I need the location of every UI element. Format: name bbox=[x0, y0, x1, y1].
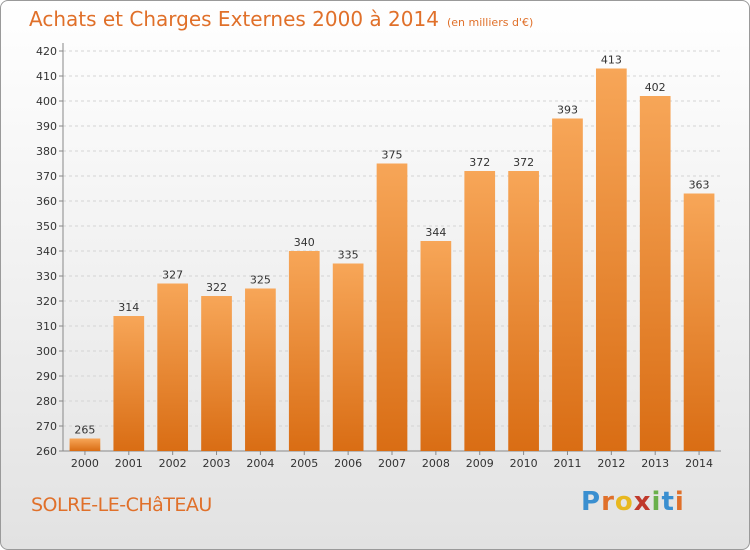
bar bbox=[595, 68, 627, 451]
bar bbox=[245, 288, 276, 451]
x-tick-label: 2009 bbox=[466, 457, 494, 470]
bar bbox=[376, 163, 408, 451]
bar bbox=[683, 193, 715, 451]
bar-value-label: 335 bbox=[338, 249, 359, 262]
proxiti-logo: Proxiti bbox=[581, 487, 685, 517]
bar-value-label: 327 bbox=[162, 269, 183, 282]
x-tick-label: 2006 bbox=[334, 457, 362, 470]
y-tick-label: 320 bbox=[36, 295, 57, 308]
x-tick-label: 2012 bbox=[597, 457, 625, 470]
logo-letter: o bbox=[614, 487, 634, 517]
y-tick-label: 380 bbox=[36, 145, 57, 158]
chart-title: Achats et Charges Externes 2000 à 2014 (e… bbox=[29, 7, 533, 31]
bar bbox=[157, 283, 189, 451]
logo-letter: i bbox=[674, 487, 685, 517]
y-tick-label: 390 bbox=[36, 120, 57, 133]
bar bbox=[69, 438, 101, 451]
y-tick-label: 360 bbox=[36, 195, 57, 208]
y-tick-label: 350 bbox=[36, 220, 57, 233]
x-tick-label: 2000 bbox=[71, 457, 99, 470]
y-tick-label: 400 bbox=[36, 95, 57, 108]
y-tick-label: 280 bbox=[36, 395, 57, 408]
bar bbox=[552, 118, 583, 451]
x-tick-label: 2007 bbox=[378, 457, 406, 470]
x-tick-label: 2003 bbox=[203, 457, 231, 470]
bar-value-label: 322 bbox=[206, 281, 227, 294]
bar-value-label: 340 bbox=[294, 236, 315, 249]
x-tick-label: 2010 bbox=[510, 457, 538, 470]
bar bbox=[201, 296, 232, 451]
x-tick-label: 2014 bbox=[685, 457, 713, 470]
bar-value-label: 413 bbox=[601, 54, 622, 67]
bar-value-label: 372 bbox=[469, 156, 490, 169]
y-tick-label: 410 bbox=[36, 70, 57, 83]
town-name: SOLRE-LE-CHâTEAU bbox=[31, 494, 212, 516]
bar bbox=[639, 96, 671, 451]
chart-subtitle: (en milliers d'€) bbox=[446, 16, 534, 29]
bar-value-label: 375 bbox=[382, 149, 403, 162]
bar-value-label: 402 bbox=[645, 81, 666, 94]
y-tick-label: 420 bbox=[36, 45, 57, 58]
bar bbox=[464, 171, 496, 451]
x-tick-label: 2013 bbox=[641, 457, 669, 470]
bar bbox=[113, 316, 145, 451]
bar-value-label: 314 bbox=[118, 301, 139, 314]
logo-letter: x bbox=[633, 487, 652, 517]
x-tick-label: 2005 bbox=[290, 457, 318, 470]
y-tick-label: 310 bbox=[36, 320, 57, 333]
logo-letter: t bbox=[661, 487, 675, 517]
bar bbox=[332, 263, 364, 451]
x-tick-label: 2001 bbox=[115, 457, 143, 470]
x-tick-label: 2011 bbox=[553, 457, 581, 470]
bar-value-label: 344 bbox=[425, 226, 446, 239]
bar-value-label: 363 bbox=[689, 179, 710, 192]
y-tick-label: 340 bbox=[36, 245, 57, 258]
bar bbox=[508, 171, 539, 451]
bar-value-label: 372 bbox=[513, 156, 534, 169]
bar-value-label: 393 bbox=[557, 104, 578, 117]
y-tick-label: 300 bbox=[36, 345, 57, 358]
x-tick-label: 2008 bbox=[422, 457, 450, 470]
y-tick-label: 260 bbox=[36, 445, 57, 458]
bar-value-label: 325 bbox=[250, 274, 271, 287]
y-tick-label: 330 bbox=[36, 270, 57, 283]
chart-title-text: Achats et Charges Externes 2000 à 2014 bbox=[29, 7, 439, 31]
x-tick-label: 2004 bbox=[246, 457, 274, 470]
x-tick-label: 2002 bbox=[159, 457, 187, 470]
bar bbox=[420, 241, 452, 451]
logo-letter: P bbox=[581, 487, 602, 517]
y-tick-label: 270 bbox=[36, 420, 57, 433]
logo-letter: r bbox=[601, 487, 615, 517]
bar-chart: 260 270 280 290 300 310 320 330 340 350 360 370 380 3… bbox=[36, 43, 721, 470]
bar bbox=[288, 251, 320, 451]
bar-value-label: 265 bbox=[74, 424, 95, 437]
logo-letter: i bbox=[651, 487, 662, 517]
y-tick-label: 370 bbox=[36, 170, 57, 183]
y-tick-label: 290 bbox=[36, 370, 57, 383]
